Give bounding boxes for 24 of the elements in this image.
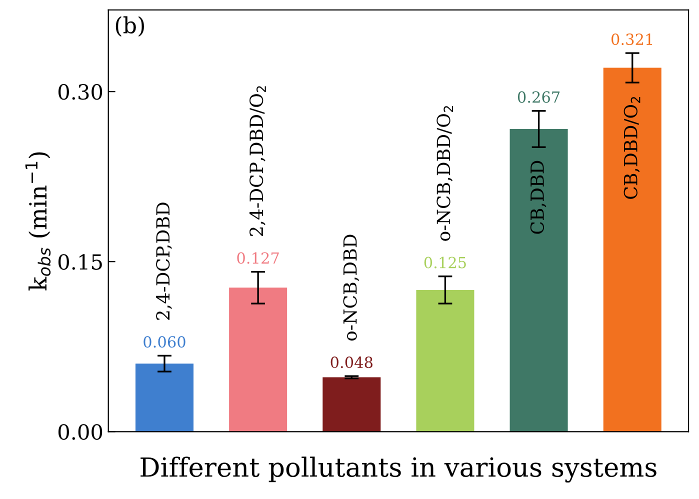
x-tick-label: CB,DBD/O$_{2}$ [624, 97, 640, 199]
y-axis-title: k$_{obs}$ (min$^{−1}$) [25, 152, 51, 290]
bar [416, 290, 474, 432]
bar [603, 68, 662, 432]
bar [322, 377, 381, 432]
bar [229, 288, 288, 432]
x-tick-label: 2,4-DCP,DBD/O$_{2}$ [250, 86, 266, 236]
annotation: (b) [116, 16, 144, 37]
data-label: 0.048 [330, 356, 372, 368]
y-tick-label: 0.15 [58, 254, 102, 270]
data-label: 0.125 [424, 256, 466, 268]
x-tick-label: o-NCB,DBD/O$_{2}$ [436, 106, 454, 241]
y-tick-label: 0.00 [58, 424, 102, 440]
data-label: 0.267 [518, 91, 560, 103]
bar [135, 364, 194, 432]
data-label: 0.060 [144, 336, 186, 348]
y-tick-label: 0.30 [58, 84, 102, 100]
x-tick-label: CB,DBD [530, 160, 546, 234]
x-tick-label: 2,4-DCP,DBD [156, 202, 172, 320]
data-label: 0.321 [612, 33, 652, 46]
bar [510, 128, 568, 432]
x-axis-title: Different pollutants in various systems [140, 456, 656, 483]
x-tick-label: o-NCB,DBD [343, 234, 360, 341]
data-label: 0.127 [237, 252, 279, 264]
